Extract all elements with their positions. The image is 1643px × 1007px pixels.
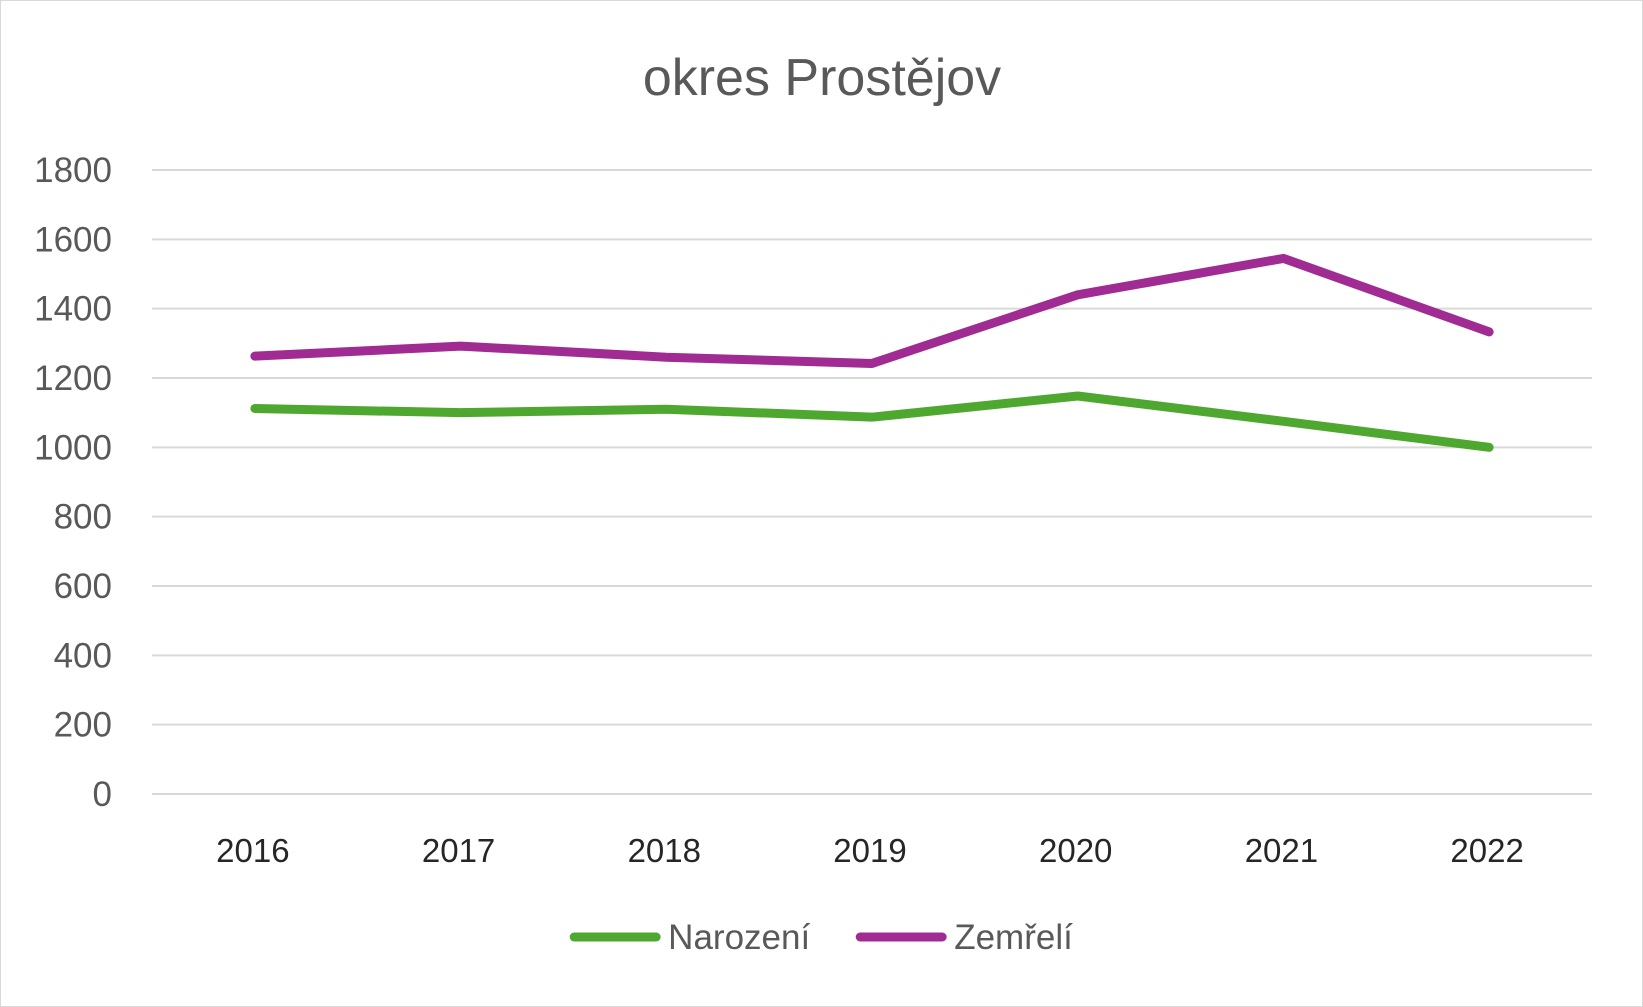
y-tick-label: 0 bbox=[93, 775, 112, 814]
x-tick-label: 2018 bbox=[628, 832, 701, 869]
y-tick-label: 800 bbox=[54, 498, 112, 537]
y-tick-label: 1000 bbox=[34, 428, 112, 467]
y-tick-label: 200 bbox=[54, 706, 112, 745]
series-line-2 bbox=[250, 253, 1494, 368]
legend-label-2: Zemřelí bbox=[954, 918, 1073, 957]
y-axis-ticks: 0 200 400 600 800 1000 1200 1400 1600 1800 bbox=[34, 151, 112, 814]
y-tick-label: 1800 bbox=[34, 151, 112, 190]
y-tick-label: 1600 bbox=[34, 220, 112, 259]
chart-title: okres Prostějov bbox=[643, 49, 1001, 107]
series-line-1 bbox=[250, 391, 1494, 452]
x-tick-label: 2022 bbox=[1450, 832, 1523, 869]
plot-series bbox=[250, 253, 1494, 452]
x-tick-label: 2021 bbox=[1245, 832, 1318, 869]
legend-label-1: Narození bbox=[668, 918, 810, 957]
gridlines bbox=[152, 169, 1592, 795]
y-tick-label: 600 bbox=[54, 567, 112, 606]
y-tick-label: 400 bbox=[54, 636, 112, 675]
legend: Narození Zemřelí bbox=[569, 918, 1073, 957]
x-tick-label: 2016 bbox=[216, 832, 289, 869]
x-axis-ticks: 2016 2017 2018 2019 2020 2021 2022 bbox=[216, 832, 1524, 869]
y-tick-label: 1200 bbox=[34, 359, 112, 398]
x-tick-label: 2020 bbox=[1039, 832, 1112, 869]
x-tick-label: 2019 bbox=[833, 832, 906, 869]
y-tick-label: 1400 bbox=[34, 290, 112, 329]
x-tick-label: 2017 bbox=[422, 832, 495, 869]
